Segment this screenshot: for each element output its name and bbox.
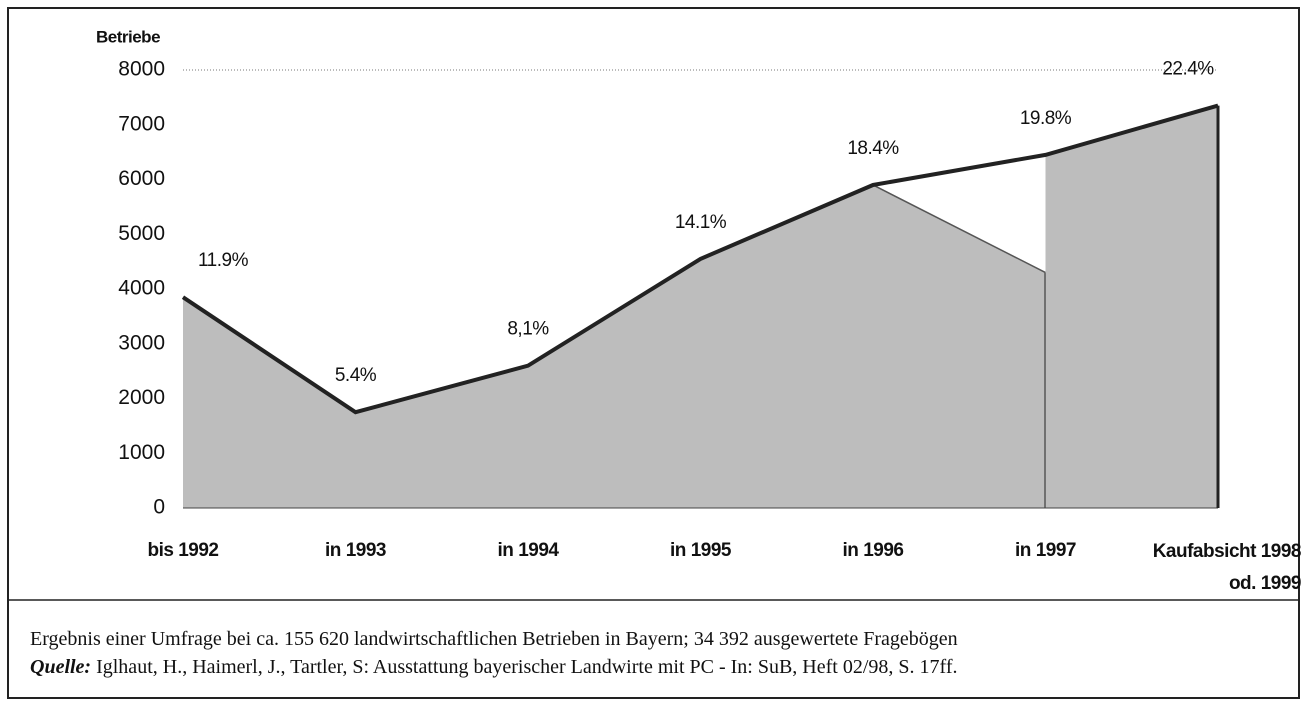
data-label: 14.1% — [675, 212, 727, 233]
y-tick-label: 7000 — [118, 112, 165, 135]
area-edge — [872, 184, 1046, 274]
y-tick-label: 6000 — [118, 167, 165, 190]
x-tick-label: Kaufabsicht 1998 od. 1999 — [1152, 541, 1302, 594]
data-label: 19.8% — [1020, 108, 1072, 129]
caption: Ergebnis einer Umfrage bei ca. 155 620 l… — [30, 628, 958, 650]
x-tick-label: bis 1992 — [147, 540, 220, 561]
x-tick-label: in 1996 — [842, 540, 904, 561]
data-label: 22.4% — [1162, 59, 1214, 80]
source-line: Quelle: Iglhaut, H., Haimerl, J., Tartle… — [30, 656, 957, 679]
y-tick-label: 2000 — [118, 386, 165, 409]
y-tick-label: 0 — [153, 496, 165, 519]
y-tick-label: 5000 — [118, 222, 165, 245]
data-label: 11.9% — [198, 250, 249, 271]
data-label: 5.4% — [335, 365, 377, 386]
line — [181, 103, 1219, 415]
y-tick-label: 4000 — [118, 277, 165, 300]
source-label: Quelle: — [30, 656, 92, 678]
frame — [7, 7, 1300, 699]
area — [1045, 105, 1218, 509]
y-tick-label: 1000 — [118, 441, 165, 464]
source: Iglhaut, H., Haimerl, J., Tartler, S: Au… — [96, 656, 958, 678]
area — [183, 184, 1046, 508]
data-label: 18.4% — [847, 138, 899, 159]
x-tick-label: in 1994 — [497, 540, 559, 561]
y-axis-label: Betriebe — [96, 27, 160, 46]
x-tick-label: in 1993 — [325, 540, 386, 561]
x-tick-label: in 1997 — [1015, 540, 1076, 561]
x-tick-label: in 1995 — [670, 540, 731, 561]
data-label: 8,1% — [507, 319, 549, 340]
y-tick-label: 3000 — [118, 331, 165, 354]
y-tick-label: 8000 — [118, 58, 165, 81]
